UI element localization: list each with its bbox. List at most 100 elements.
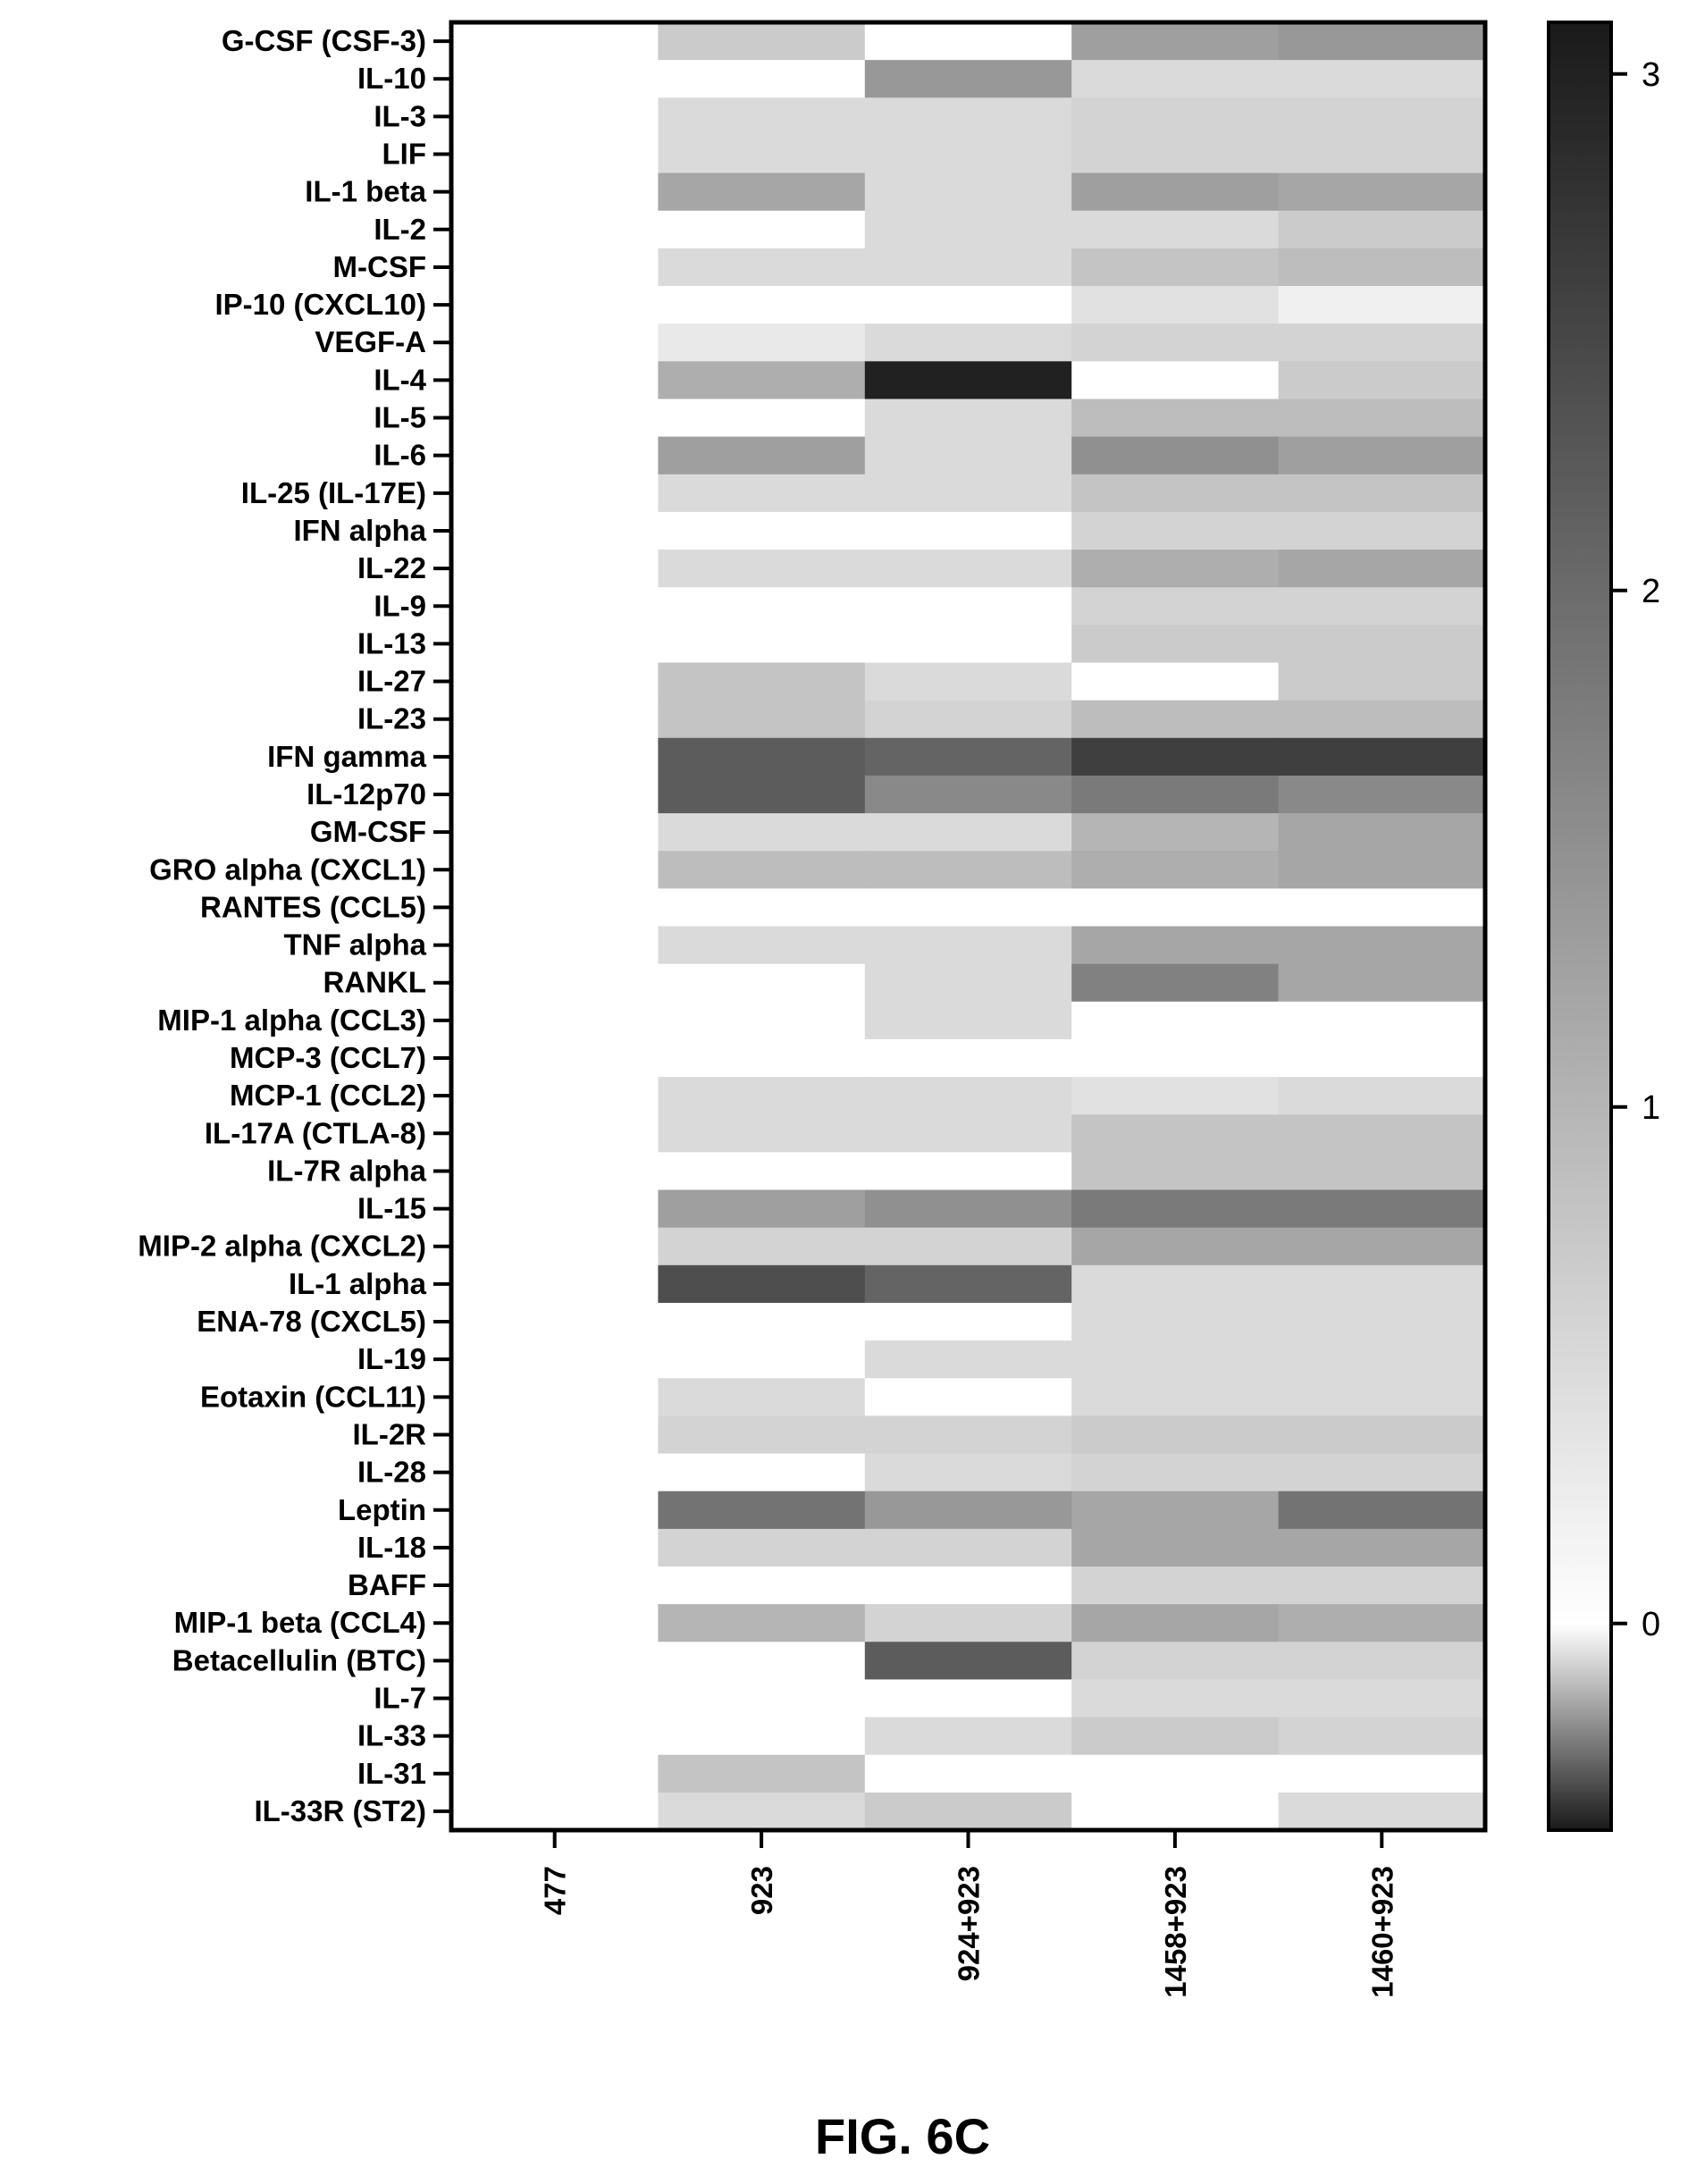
- heatmap-cell: [864, 323, 1072, 362]
- heatmap-cell: [1278, 511, 1486, 550]
- heatmap-cell: [658, 775, 866, 814]
- heatmap-cell: [658, 1754, 866, 1793]
- row-label: IL-28: [357, 1456, 426, 1489]
- heatmap-cell: [864, 550, 1072, 588]
- heatmap-cell: [864, 60, 1072, 98]
- heatmap-cell: [1278, 1528, 1486, 1567]
- heatmap-cell: [451, 1378, 659, 1416]
- heatmap-cell: [1071, 474, 1280, 513]
- row-label: IL-31: [357, 1757, 426, 1790]
- heatmap-cell: [864, 700, 1072, 739]
- heatmap-cell: [864, 1754, 1072, 1793]
- row-label: IL-22: [357, 551, 426, 584]
- heatmap-cell: [658, 60, 866, 98]
- heatmap-cell: [864, 1340, 1072, 1379]
- heatmap-cell: [451, 550, 659, 588]
- heatmap-cell: [658, 1642, 866, 1680]
- colorbar-tick-label: 0: [1642, 1606, 1660, 1643]
- heatmap-cell: [451, 813, 659, 852]
- heatmap-cell: [1278, 625, 1486, 663]
- heatmap-cell: [864, 851, 1072, 889]
- heatmap-cell: [1278, 1566, 1486, 1605]
- row-label: BAFF: [348, 1568, 426, 1601]
- heatmap-cell: [1071, 60, 1280, 98]
- row-label: IL-18: [357, 1531, 426, 1564]
- heatmap-cell: [864, 1152, 1072, 1191]
- heatmap-cell: [451, 1528, 659, 1567]
- row-label: IL-15: [357, 1192, 426, 1225]
- heatmap-cell: [864, 1566, 1072, 1605]
- heatmap-cell: [1278, 436, 1486, 475]
- heatmap-cell: [1278, 1001, 1486, 1040]
- row-label: G-CSF (CSF-3): [222, 24, 426, 57]
- heatmap-cell: [1278, 550, 1486, 588]
- heatmap-cell: [451, 1491, 659, 1530]
- row-label: IL-5: [374, 401, 426, 434]
- heatmap-cell: [864, 1528, 1072, 1567]
- heatmap-cell: [1071, 1717, 1280, 1756]
- heatmap-cell: [864, 1415, 1072, 1455]
- heatmap-cell: [451, 700, 659, 739]
- heatmap-cell: [451, 511, 659, 550]
- heatmap-cell: [451, 1717, 659, 1756]
- heatmap-cell: [1071, 1566, 1280, 1605]
- heatmap-cell: [451, 1038, 659, 1078]
- row-label: IL-33: [357, 1719, 426, 1752]
- heatmap-cell: [1071, 888, 1280, 927]
- heatmap-cell: [658, 399, 866, 438]
- heatmap-cell: [1071, 700, 1280, 739]
- heatmap-cell: [658, 248, 866, 287]
- heatmap-cell: [451, 1001, 659, 1040]
- heatmap-cell: [1278, 210, 1486, 249]
- heatmap-cell: [658, 1378, 866, 1416]
- row-label: IL-33R (ST2): [254, 1794, 426, 1827]
- heatmap-cell: [1071, 1038, 1280, 1078]
- heatmap-cell: [658, 1227, 866, 1266]
- row-label: MIP-1 beta (CCL4): [174, 1606, 426, 1639]
- heatmap-cell: [451, 587, 659, 626]
- row-label: IL-25 (IL-17E): [241, 476, 426, 509]
- heatmap-cell: [1278, 888, 1486, 927]
- heatmap-cell: [1278, 399, 1486, 438]
- heatmap-cell: [864, 1378, 1072, 1416]
- heatmap-cell: [1071, 1227, 1280, 1266]
- heatmap-cell: [451, 775, 659, 814]
- heatmap-cell: [1278, 286, 1486, 324]
- row-label: IL-9: [374, 589, 426, 622]
- heatmap-cell: [864, 474, 1072, 513]
- row-label: IL-17A (CTLA-8): [205, 1116, 426, 1149]
- heatmap-cell: [864, 286, 1072, 324]
- heatmap-cell: [1071, 587, 1280, 626]
- colorbar-tick-label: 2: [1642, 573, 1660, 610]
- heatmap-cell: [1278, 813, 1486, 852]
- heatmap-cell: [451, 323, 659, 362]
- heatmap-cell: [1278, 1491, 1486, 1530]
- heatmap-cell: [1071, 625, 1280, 663]
- heatmap-cell: [1071, 1754, 1280, 1793]
- heatmap-cell: [1071, 248, 1280, 287]
- heatmap-cell: [1071, 775, 1280, 814]
- heatmap-cell: [1278, 737, 1486, 777]
- heatmap-cell: [864, 1792, 1072, 1831]
- row-label: IP-10 (CXCL10): [214, 288, 426, 321]
- colorbar-tick-label: 1: [1642, 1089, 1660, 1127]
- heatmap-cell: [864, 1189, 1072, 1229]
- heatmap-cell: [451, 662, 659, 701]
- heatmap-cell: [658, 813, 866, 852]
- column-labels: 477 923 924+923 1458+923 1460+923: [539, 1830, 1398, 1998]
- heatmap-cell: [451, 1566, 659, 1605]
- heatmap-cell: [451, 737, 659, 777]
- row-label: IL-7: [374, 1681, 426, 1714]
- heatmap-cell: [1278, 851, 1486, 889]
- heatmap-cell: [1278, 1415, 1486, 1455]
- heatmap-cell: [1278, 248, 1486, 287]
- heatmap-cell: [658, 1114, 866, 1153]
- figure-caption: FIG. 6C: [815, 2108, 990, 2164]
- heatmap-cell: [864, 1114, 1072, 1153]
- heatmap-cell: [1071, 172, 1280, 212]
- heatmap-cell: [451, 248, 659, 287]
- heatmap-cell: [1278, 1264, 1486, 1304]
- heatmap-cell: [1278, 1227, 1486, 1266]
- heatmap-cell: [864, 926, 1072, 965]
- heatmap-cell: [1278, 1378, 1486, 1416]
